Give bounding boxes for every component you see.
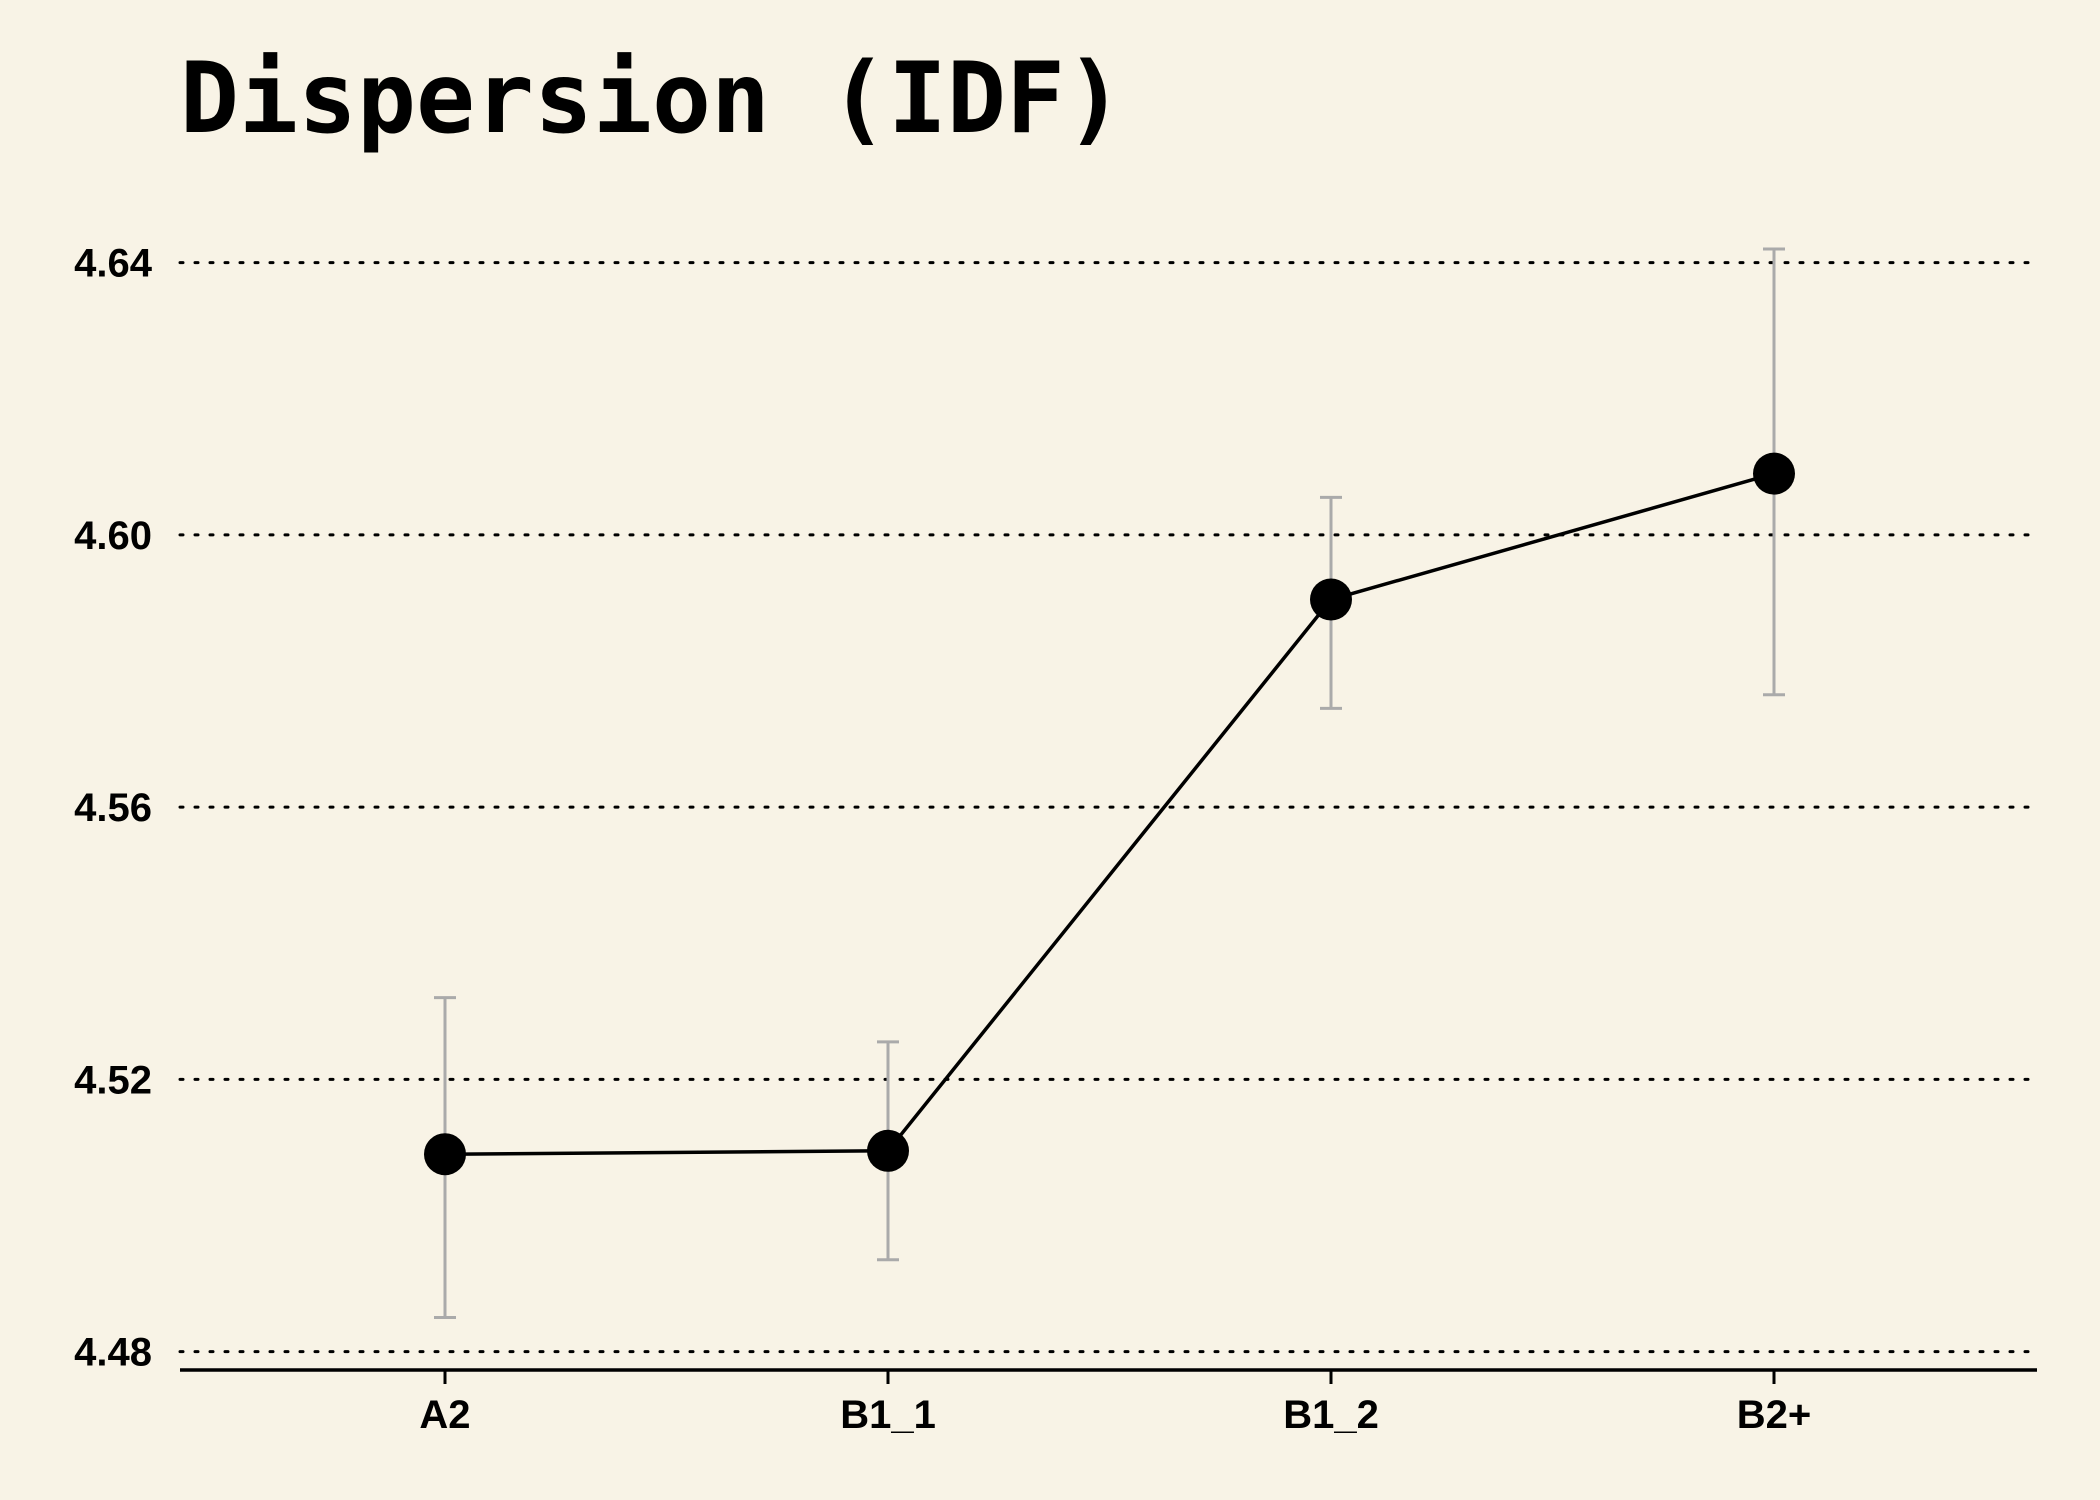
x-tick-label: B2+ (1737, 1393, 1812, 1437)
y-tick-label: 4.56 (74, 786, 152, 830)
data-point (424, 1133, 466, 1176)
chart-title: Dispersion (IDF) (180, 42, 1124, 156)
series-line-group (444, 471, 1775, 1156)
data-point (867, 1129, 909, 1172)
series-line (444, 471, 1775, 1156)
error-bars (434, 247, 1785, 1320)
x-tick-label: A2 (419, 1393, 470, 1437)
grid-lines (178, 261, 2034, 1354)
x-tick-label: B1_1 (840, 1393, 936, 1437)
data-point (1753, 452, 1795, 495)
y-tick-label: 4.48 (74, 1331, 152, 1375)
data-points (424, 452, 1795, 1176)
y-tick-label: 4.52 (74, 1058, 152, 1102)
data-point (1310, 578, 1352, 621)
y-axis-tick-labels: 4.48 4.52 4.56 4.60 4.64 (74, 242, 153, 1375)
y-tick-label: 4.60 (74, 514, 152, 558)
y-tick-label: 4.64 (74, 242, 153, 286)
x-tick-label: B1_2 (1283, 1393, 1379, 1437)
x-axis: A2 B1_1 B1_2 B2+ (180, 1368, 2037, 1437)
